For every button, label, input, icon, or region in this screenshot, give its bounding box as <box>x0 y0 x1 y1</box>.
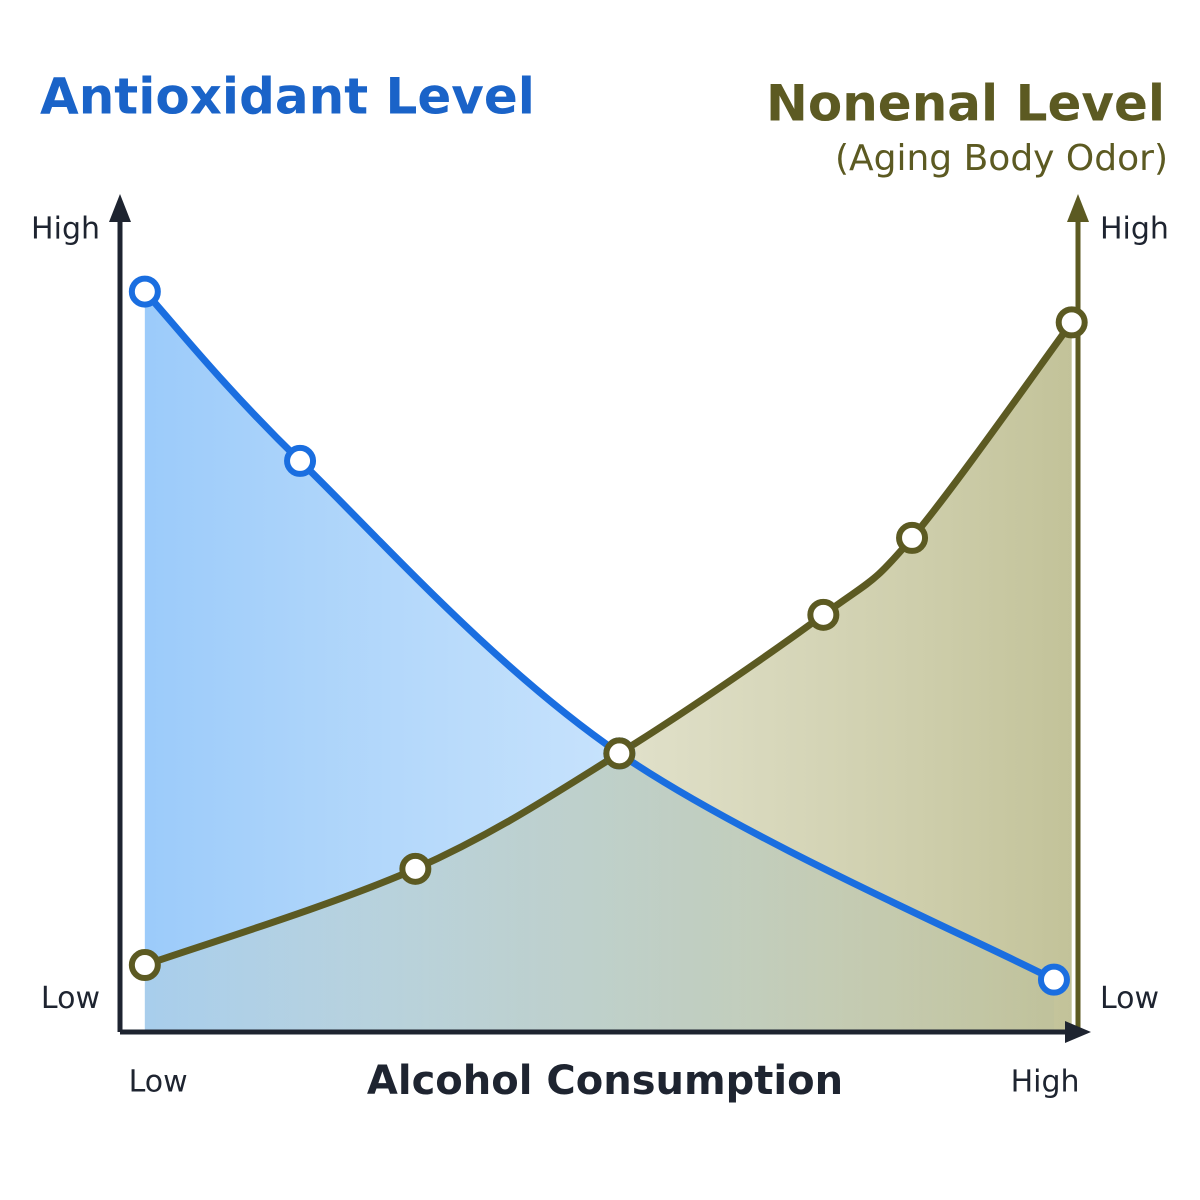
marker <box>1055 306 1088 339</box>
marker <box>896 521 929 554</box>
x-tick-label: Low <box>129 1065 188 1100</box>
y2-axis-arrow <box>1067 194 1089 222</box>
marker <box>128 949 161 982</box>
x-tick-label: High <box>1011 1065 1080 1100</box>
marker <box>284 444 317 477</box>
area <box>144 322 1072 1032</box>
line <box>141 288 1058 984</box>
y2-axis-subtitle: (Aging Body Odor) <box>835 138 1168 179</box>
y2-tick-label: Low <box>1100 981 1159 1016</box>
marker <box>603 737 636 770</box>
y-axis-title: Antioxidant Level <box>40 68 535 126</box>
x-axis-arrow <box>1065 1021 1091 1043</box>
area <box>144 291 1054 1033</box>
x-axis-title: Alcohol Consumption <box>367 1058 843 1104</box>
y-axis-arrow <box>109 194 131 222</box>
line <box>141 318 1076 969</box>
y2-tick-label: High <box>1100 212 1169 247</box>
marker <box>1037 963 1070 996</box>
marker <box>399 852 432 885</box>
y-tick-label: High <box>31 212 100 247</box>
marker <box>128 275 161 308</box>
y2-axis-title: Nonenal Level <box>766 75 1165 133</box>
y-tick-label: Low <box>41 981 100 1016</box>
marker <box>807 598 840 631</box>
